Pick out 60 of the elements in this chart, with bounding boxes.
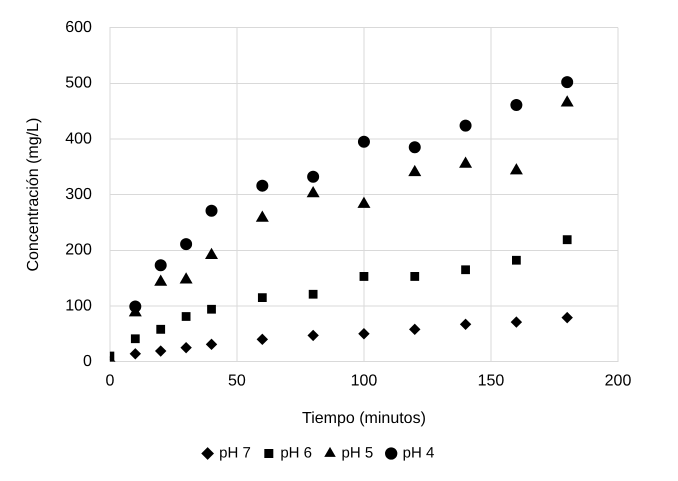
x-tick-label: 200 [604,372,632,390]
point [207,304,216,314]
point [256,180,268,192]
point [307,170,320,183]
point [156,324,166,334]
point [155,346,166,357]
y-tick-label: 0 [82,353,92,370]
point [182,312,190,321]
point [154,259,167,272]
point [408,165,421,176]
y-axis-title: Concentración (mg/L) [25,118,42,272]
x-tick-label: 150 [478,372,504,390]
y-tick-label: 500 [65,74,92,92]
point [459,156,472,168]
point [510,164,523,174]
y-tick-label: 100 [65,297,92,314]
point [258,293,267,302]
legend-label: pH 5 [342,444,374,462]
point [460,120,472,132]
point [562,235,572,244]
point [130,334,140,344]
point [561,76,574,88]
point [561,96,574,106]
point [409,324,420,335]
point [360,272,368,281]
point [130,348,141,360]
y-tick-label: 200 [65,242,92,259]
point [154,274,167,286]
point [510,98,522,111]
point [358,197,370,208]
x-axis-title: Tiempo (minutos) [302,410,426,427]
point [562,312,573,324]
point [461,265,470,274]
point [308,290,318,299]
point [206,204,218,217]
y-tick-label: 400 [65,130,92,148]
point [410,272,420,281]
point [307,186,320,198]
point [510,316,522,328]
legend-label: pH 4 [402,444,434,462]
point [408,141,421,154]
point [460,318,472,330]
point [308,330,319,341]
y-tick-label: 600 [65,19,92,36]
point [358,328,370,340]
point [512,256,521,265]
point [180,272,192,284]
point [206,338,218,350]
y-tick-label: 300 [65,186,92,204]
point [180,342,192,354]
x-tick-label: 0 [105,372,114,390]
point [180,238,192,250]
point [358,136,370,148]
point [256,210,268,222]
point [256,334,268,345]
x-tick-label: 50 [228,372,246,390]
legend-label: pH 7 [219,444,251,462]
x-tick-label: 100 [350,372,378,390]
legend-label: pH 6 [280,444,312,462]
point [205,248,218,260]
